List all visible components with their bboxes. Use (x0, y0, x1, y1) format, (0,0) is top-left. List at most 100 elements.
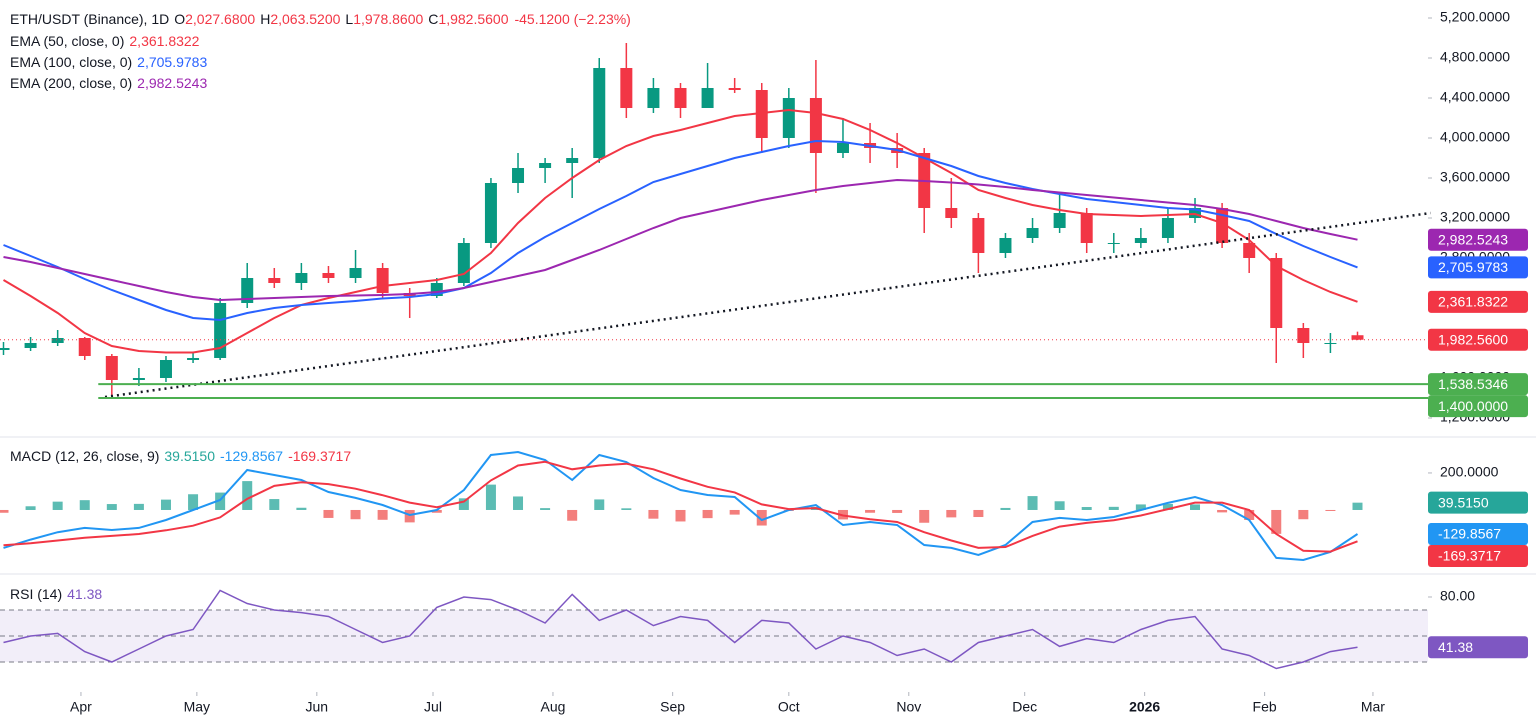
histogram-bar (729, 509, 740, 515)
histogram-bar (133, 503, 144, 510)
candle-body (376, 268, 389, 293)
ohlc-value: 2,063.5200 (270, 11, 340, 27)
legend: RSI (14) 41.38 (10, 586, 102, 602)
x-tick-label: Feb (1253, 699, 1277, 715)
candle-body (647, 88, 660, 108)
ohlc-value: 1,978.8600 (353, 11, 423, 27)
ema-line (2, 108, 1358, 354)
histogram-bar (242, 481, 253, 510)
histogram-bar (540, 508, 551, 510)
legend-value: 41.38 (67, 586, 102, 602)
histogram-bar (1244, 509, 1255, 520)
histogram-bar (648, 509, 659, 519)
histogram-bar (513, 496, 524, 510)
histogram-bar (458, 498, 469, 510)
candle-body (809, 98, 822, 153)
candle-body (999, 238, 1012, 253)
ohlc-value: 2,027.6800 (185, 11, 255, 27)
histogram-bar (1352, 502, 1363, 510)
x-tick-label: Oct (778, 699, 800, 715)
legend-value: 39.5150 (164, 448, 215, 464)
ohlc-key: L (345, 11, 353, 27)
candle-body (241, 278, 254, 303)
price-label-box (1428, 256, 1528, 279)
candle-body (782, 98, 795, 138)
histogram-bar (1081, 507, 1092, 510)
candle-body (620, 68, 633, 108)
change: -45.1200 (−2.23%) (514, 11, 630, 27)
candle-body (1080, 213, 1093, 243)
price-label-box (1428, 373, 1528, 396)
x-tick-label: Jul (424, 699, 442, 715)
candle-body (159, 360, 172, 378)
histogram-bar (621, 508, 632, 510)
candle-body (268, 278, 281, 283)
histogram-bar (675, 509, 686, 522)
candle-body (972, 218, 985, 253)
histogram-bar (296, 507, 307, 510)
candle-body (0, 348, 10, 350)
ema-line (3, 139, 1358, 322)
histogram-bar (269, 499, 280, 510)
price-label: 39.5150 (1438, 494, 1489, 510)
price-label: 1,982.5600 (1438, 331, 1508, 347)
candle-body (105, 356, 118, 380)
trendline (104, 211, 1431, 399)
macd-line (3, 450, 1359, 562)
candle-body (457, 243, 470, 283)
histogram-bar (567, 509, 578, 521)
legend-value: -129.8567 (220, 448, 283, 464)
candle-body (349, 268, 362, 278)
histogram-bar (1000, 507, 1011, 510)
y-tick-label: 4,800.0000 (1440, 49, 1510, 65)
candle-body (1270, 258, 1283, 328)
histogram-bar (946, 509, 957, 518)
candle-body (566, 158, 579, 163)
x-tick-label: Apr (70, 699, 92, 715)
histogram-bar (1190, 504, 1201, 510)
candle-body (51, 338, 64, 343)
histogram-bar (404, 509, 415, 523)
legend: EMA (200, close, 0) 2,982.5243 (10, 75, 207, 91)
legend-name: EMA (50, close, 0) (10, 33, 124, 49)
histogram-bar (594, 499, 605, 510)
legend-value: 2,361.8322 (129, 33, 199, 49)
histogram-bar (1162, 503, 1173, 510)
legend: EMA (50, close, 0) 2,361.8322 (10, 33, 200, 49)
candle-body (512, 168, 525, 183)
histogram-bar (188, 494, 199, 510)
candle-body (1351, 335, 1364, 340)
y-tick-label: 4,000.0000 (1440, 129, 1510, 145)
histogram-bar (1217, 509, 1228, 513)
histogram-bar (756, 509, 767, 526)
candle-body (1053, 213, 1066, 228)
candle-body (1161, 218, 1174, 238)
rsi-line (3, 589, 1358, 670)
candle-body (1216, 208, 1229, 243)
price-label-box (1428, 290, 1528, 313)
legend-name: EMA (200, close, 0) (10, 75, 132, 91)
histogram-bar (485, 484, 496, 510)
price-label-box (1428, 636, 1528, 659)
candle-body (539, 163, 552, 168)
ohlc-key: C (428, 11, 438, 27)
legend-value: -169.3717 (288, 448, 351, 464)
histogram-bar (1271, 509, 1282, 534)
histogram-bar (0, 509, 9, 513)
candle-body (728, 88, 741, 90)
legend-value: 2,982.5243 (137, 75, 207, 91)
x-tick-label: Aug (540, 699, 565, 715)
price-label-box (1428, 491, 1528, 514)
price-label-box (1428, 228, 1528, 251)
legend-title: MACD (12, 26, close, 9) (10, 448, 159, 464)
candle-body (1134, 238, 1147, 243)
candle-body (1297, 328, 1310, 343)
legend-name: EMA (100, close, 0) (10, 54, 132, 70)
candle-body (24, 343, 37, 348)
y-tick-label: 4,400.0000 (1440, 89, 1510, 105)
price-label: 2,361.8322 (1438, 294, 1508, 310)
candle-body (322, 273, 335, 278)
price-label: -129.8567 (1438, 526, 1501, 542)
candle-body (484, 183, 497, 243)
